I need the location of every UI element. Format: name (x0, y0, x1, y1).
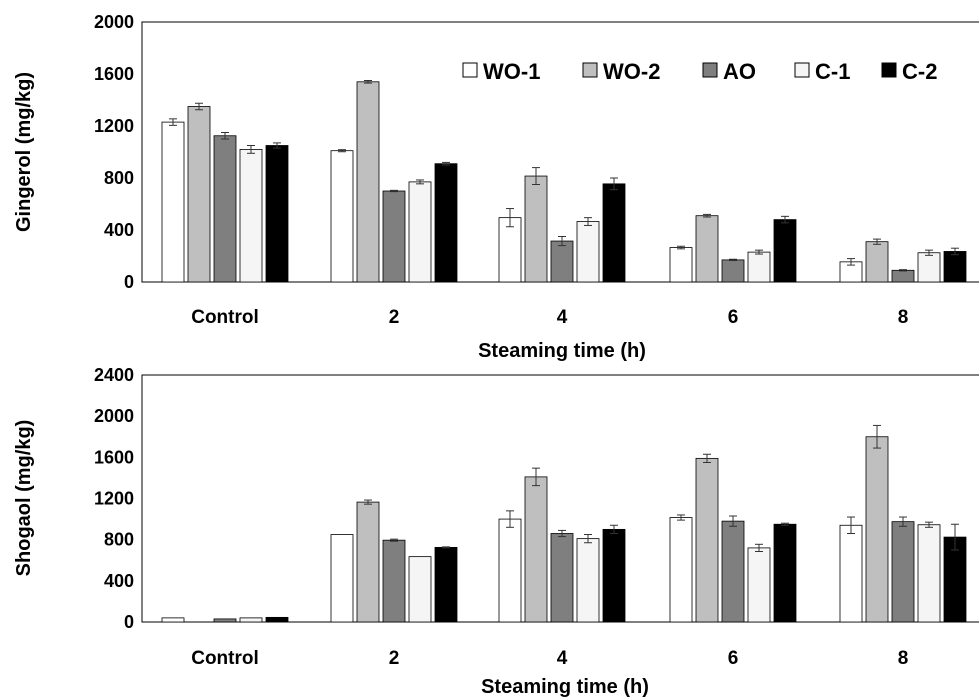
shogaol-bar (525, 477, 547, 622)
shogaol-bar (409, 557, 431, 622)
gingerol-bar (383, 191, 405, 282)
gingerol-category-label: 6 (728, 307, 739, 328)
gingerol-x-categories: Control 2 4 6 8 (191, 307, 908, 328)
legend-label: WO-2 (603, 59, 660, 84)
gingerol-bar (499, 218, 521, 282)
gingerol-bar (162, 122, 184, 282)
gingerol-bar (357, 82, 379, 282)
gingerol-bar (918, 253, 940, 282)
shogaol-bar (499, 519, 521, 622)
shogaol-y-tick-label: 1200 (94, 489, 134, 509)
shogaol-bar (866, 437, 888, 622)
legend-label: C-2 (902, 59, 937, 84)
gingerol-bar (214, 136, 236, 282)
shogaol-y-tick-label: 400 (104, 571, 134, 591)
gingerol-bars (162, 81, 966, 283)
gingerol-category-label: 4 (557, 307, 568, 328)
gingerol-bar (696, 216, 718, 282)
gingerol-bar (892, 270, 914, 282)
gingerol-bar (577, 222, 599, 282)
shogaol-category-label: 4 (557, 648, 568, 669)
gingerol-bar (866, 242, 888, 282)
legend: WO-1 WO-2 AO C-1 C-2 (463, 59, 937, 84)
shogaol-y-tick-label: 0 (124, 612, 134, 632)
shogaol-y-axis-label: Shogaol (mg/kg) (13, 420, 35, 577)
gingerol-x-axis-label: Steaming time (h) (478, 340, 646, 362)
shogaol-bar (266, 617, 288, 622)
shogaol-bar (577, 539, 599, 622)
legend-label: WO-1 (483, 59, 540, 84)
shogaol-bar (892, 522, 914, 622)
shogaol-bar (551, 533, 573, 622)
shogaol-chart: 0 400 800 1200 1600 2000 2400 Control 2 4 6 8 Shog… (13, 365, 979, 698)
gingerol-bar (240, 149, 262, 282)
gingerol-y-tick-label: 2000 (94, 12, 134, 32)
legend-swatch (703, 63, 717, 77)
gingerol-bar (266, 146, 288, 283)
gingerol-bar (188, 107, 210, 283)
gingerol-bar (774, 220, 796, 282)
shogaol-bar (214, 619, 236, 622)
gingerol-bar (603, 184, 625, 282)
legend-swatch (795, 63, 809, 77)
gingerol-bar (435, 164, 457, 282)
gingerol-y-tick-label: 400 (104, 220, 134, 240)
shogaol-bars (162, 425, 966, 622)
gingerol-bar (748, 252, 770, 282)
gingerol-y-ticks: 0 400 800 1200 1600 2000 (94, 12, 134, 292)
gingerol-bar (525, 176, 547, 282)
shogaol-bar (435, 547, 457, 622)
gingerol-y-tick-label: 1200 (94, 116, 134, 136)
legend-label: C-1 (815, 59, 850, 84)
legend-swatch (882, 63, 896, 77)
shogaol-bar (240, 618, 262, 622)
gingerol-category-label: Control (191, 307, 259, 328)
shogaol-bar (331, 535, 353, 622)
shogaol-category-label: 8 (898, 648, 909, 669)
gingerol-category-label: 2 (389, 307, 400, 328)
shogaol-x-axis-label: Steaming time (h) (481, 676, 649, 698)
gingerol-bar (944, 251, 966, 282)
shogaol-y-tick-label: 1600 (94, 447, 134, 467)
shogaol-bar (722, 521, 744, 622)
shogaol-bar (696, 458, 718, 622)
legend-swatch (583, 63, 597, 77)
legend-swatch (463, 63, 477, 77)
shogaol-x-categories: Control 2 4 6 8 (191, 648, 908, 669)
gingerol-chart: 0 400 800 1200 1600 2000 Control 2 4 6 8 Gingerol… (13, 12, 979, 362)
gingerol-y-axis-label: Gingerol (mg/kg) (13, 72, 35, 232)
shogaol-y-ticks: 0 400 800 1200 1600 2000 2400 (94, 365, 134, 632)
gingerol-bar (722, 260, 744, 282)
shogaol-y-tick-label: 2000 (94, 406, 134, 426)
gingerol-y-tick-label: 800 (104, 168, 134, 188)
gingerol-bar (670, 248, 692, 282)
shogaol-bar (357, 502, 379, 622)
shogaol-bar (603, 529, 625, 622)
shogaol-y-tick-label: 800 (104, 530, 134, 550)
shogaol-y-tick-label: 2400 (94, 365, 134, 385)
gingerol-category-label: 8 (898, 307, 909, 328)
shogaol-bar (383, 540, 405, 622)
legend-label: AO (723, 59, 756, 84)
shogaol-bar (774, 524, 796, 622)
gingerol-bar (551, 241, 573, 282)
gingerol-y-tick-label: 0 (124, 272, 134, 292)
shogaol-bar (840, 525, 862, 622)
gingerol-bar (409, 182, 431, 282)
shogaol-bar (918, 525, 940, 622)
gingerol-y-tick-label: 1600 (94, 64, 134, 84)
shogaol-bar (748, 548, 770, 622)
shogaol-category-label: 2 (389, 648, 400, 669)
shogaol-bar (162, 618, 184, 622)
shogaol-bar (670, 518, 692, 622)
shogaol-category-label: Control (191, 648, 259, 669)
gingerol-bar (331, 151, 353, 282)
shogaol-category-label: 6 (728, 648, 739, 669)
